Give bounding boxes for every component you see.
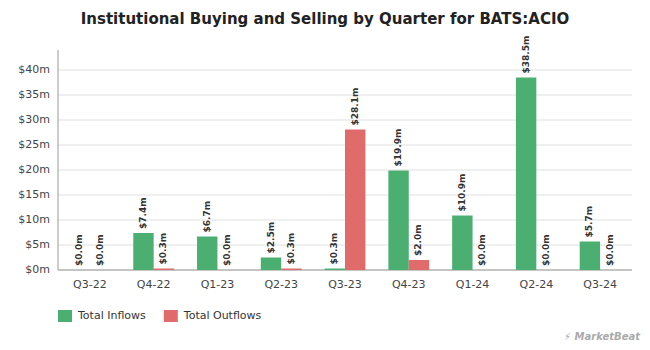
grid-line bbox=[58, 95, 632, 96]
x-tick-label: Q4-22 bbox=[137, 278, 171, 291]
y-axis: $0m $5m $10m $15m $20m $25m $30m $35m $40m bbox=[18, 50, 632, 276]
legend: Total Inflows Total Outflows bbox=[58, 309, 262, 322]
grid bbox=[58, 70, 632, 270]
data-label: $0.0m bbox=[74, 234, 84, 266]
bar bbox=[197, 237, 217, 271]
bar bbox=[345, 130, 365, 271]
bar bbox=[452, 216, 472, 271]
bar bbox=[325, 269, 345, 271]
data-label: $10.9m bbox=[457, 174, 467, 212]
data-label: $0.0m bbox=[541, 234, 551, 266]
data-label: $2.5m bbox=[266, 222, 276, 254]
data-label: $0.3m bbox=[286, 233, 296, 265]
data-label: $0.0m bbox=[605, 234, 615, 266]
data-label: $0.0m bbox=[477, 234, 487, 266]
y-tick-label: $40m bbox=[18, 63, 50, 76]
data-label: $0.0m bbox=[222, 234, 232, 266]
data-label: $0.3m bbox=[158, 233, 168, 265]
bar bbox=[154, 269, 174, 271]
legend-label: Total Outflows bbox=[183, 309, 262, 322]
y-tick-label: $35m bbox=[18, 88, 50, 101]
data-label: $19.9m bbox=[393, 129, 403, 167]
y-tick-label: $25m bbox=[18, 138, 50, 151]
x-axis: Q3-22 Q4-22 Q1-23 Q2-23 Q3-23 Q4-23 Q1-24 Q2-24… bbox=[73, 278, 617, 291]
bar bbox=[473, 270, 493, 271]
legend-swatch bbox=[164, 310, 178, 322]
data-label: $0.0m bbox=[95, 234, 105, 266]
x-tick-label: Q3-23 bbox=[328, 278, 362, 291]
bar bbox=[69, 270, 89, 271]
x-tick-label: Q2-24 bbox=[520, 278, 554, 291]
y-axis-line bbox=[58, 50, 59, 270]
page: {"chart_data": { "type": "bar", "title":… bbox=[0, 0, 650, 350]
legend-swatch bbox=[58, 310, 72, 322]
bar bbox=[600, 270, 620, 271]
grid-line bbox=[58, 70, 632, 71]
data-label: $38.5m bbox=[521, 36, 531, 74]
bar bbox=[536, 270, 556, 271]
x-tick-label: Q2-23 bbox=[264, 278, 298, 291]
bar bbox=[261, 258, 281, 271]
bar bbox=[580, 242, 600, 271]
bar bbox=[281, 269, 301, 271]
y-tick-label: $0m bbox=[25, 263, 50, 276]
data-label: $0.3m bbox=[329, 233, 339, 265]
bars bbox=[133, 78, 600, 271]
title: Institutional Buying and Selling by Quar… bbox=[81, 10, 570, 28]
data-label: $5.7m bbox=[584, 206, 594, 238]
y-tick-label: $30m bbox=[18, 113, 50, 126]
data-label: $2.0m bbox=[413, 224, 423, 256]
bar bbox=[409, 260, 429, 270]
bar bbox=[217, 270, 237, 271]
data-label: $6.7m bbox=[202, 201, 212, 233]
grid-line bbox=[58, 120, 632, 121]
chart: Institutional Buying and Selling by Quar… bbox=[0, 0, 650, 350]
watermark: ⚡ MarketBeat bbox=[564, 331, 641, 342]
x-tick-label: Q1-23 bbox=[201, 278, 235, 291]
y-tick-label: $20m bbox=[18, 163, 50, 176]
bar bbox=[516, 78, 536, 271]
bar bbox=[133, 233, 153, 270]
x-tick-label: Q1-24 bbox=[456, 278, 490, 291]
x-tick-label: Q3-24 bbox=[583, 278, 617, 291]
bar bbox=[388, 171, 408, 271]
y-tick-label: $5m bbox=[25, 238, 50, 251]
data-label: $7.4m bbox=[138, 197, 148, 229]
y-tick-label: $10m bbox=[18, 213, 50, 226]
bar bbox=[90, 270, 110, 271]
data-labels: $0.0m $7.4m $6.7m $2.5m $0.3m $19.9m $10.9m $38… bbox=[74, 36, 615, 266]
data-label: $28.1m bbox=[350, 88, 360, 126]
x-tick-label: Q4-23 bbox=[392, 278, 426, 291]
x-tick-label: Q3-22 bbox=[73, 278, 107, 291]
legend-label: Total Inflows bbox=[77, 309, 146, 322]
y-tick-label: $15m bbox=[18, 188, 50, 201]
